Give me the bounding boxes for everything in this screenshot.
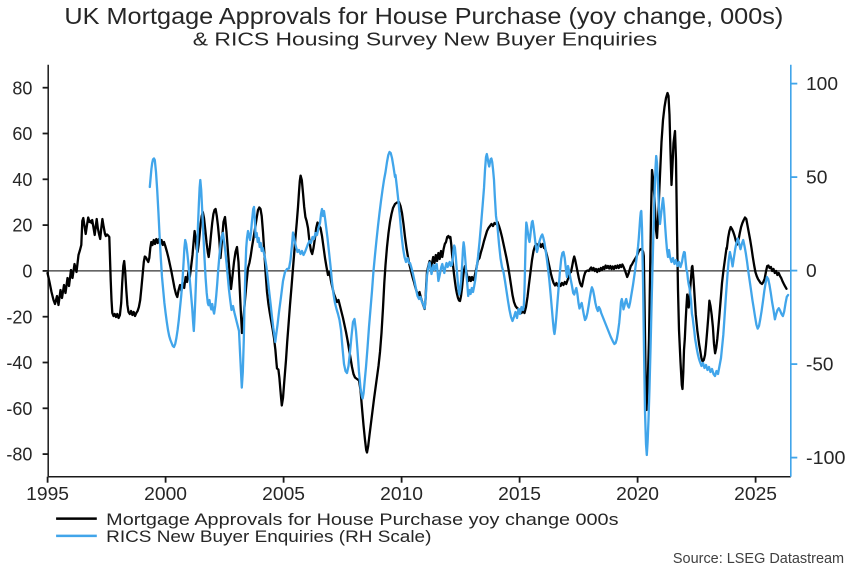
- svg-text:50: 50: [806, 168, 827, 188]
- svg-text:80: 80: [12, 78, 32, 98]
- svg-text:UK Mortgage Approvals for Hous: UK Mortgage Approvals for House Purchase…: [64, 3, 783, 29]
- svg-text:& RICS Housing Survey New Buye: & RICS Housing Survey New Buyer Enquirie…: [193, 30, 657, 50]
- svg-text:2005: 2005: [262, 484, 305, 504]
- svg-text:0: 0: [22, 262, 32, 282]
- svg-text:Source: LSEG Datastream: Source: LSEG Datastream: [673, 550, 844, 567]
- svg-text:40: 40: [12, 170, 32, 190]
- svg-text:-50: -50: [806, 355, 833, 375]
- svg-text:-100: -100: [806, 448, 846, 468]
- svg-text:2020: 2020: [616, 484, 659, 504]
- svg-text:1995: 1995: [26, 484, 69, 504]
- svg-text:2010: 2010: [380, 484, 423, 504]
- svg-text:2025: 2025: [734, 484, 777, 504]
- svg-text:-80: -80: [6, 445, 32, 465]
- svg-text:2000: 2000: [144, 484, 187, 504]
- svg-text:100: 100: [806, 74, 838, 94]
- svg-text:RICS New Buyer Enquiries (RH S: RICS New Buyer Enquiries (RH Scale): [106, 527, 431, 546]
- svg-text:0: 0: [806, 261, 817, 281]
- svg-text:-40: -40: [6, 353, 32, 373]
- svg-text:-20: -20: [6, 307, 32, 327]
- svg-text:20: 20: [12, 216, 32, 236]
- svg-text:60: 60: [12, 124, 32, 144]
- svg-text:2015: 2015: [498, 484, 541, 504]
- svg-text:Mortgage Approvals for House P: Mortgage Approvals for House Purchase yo…: [106, 510, 618, 529]
- svg-text:-60: -60: [6, 399, 32, 419]
